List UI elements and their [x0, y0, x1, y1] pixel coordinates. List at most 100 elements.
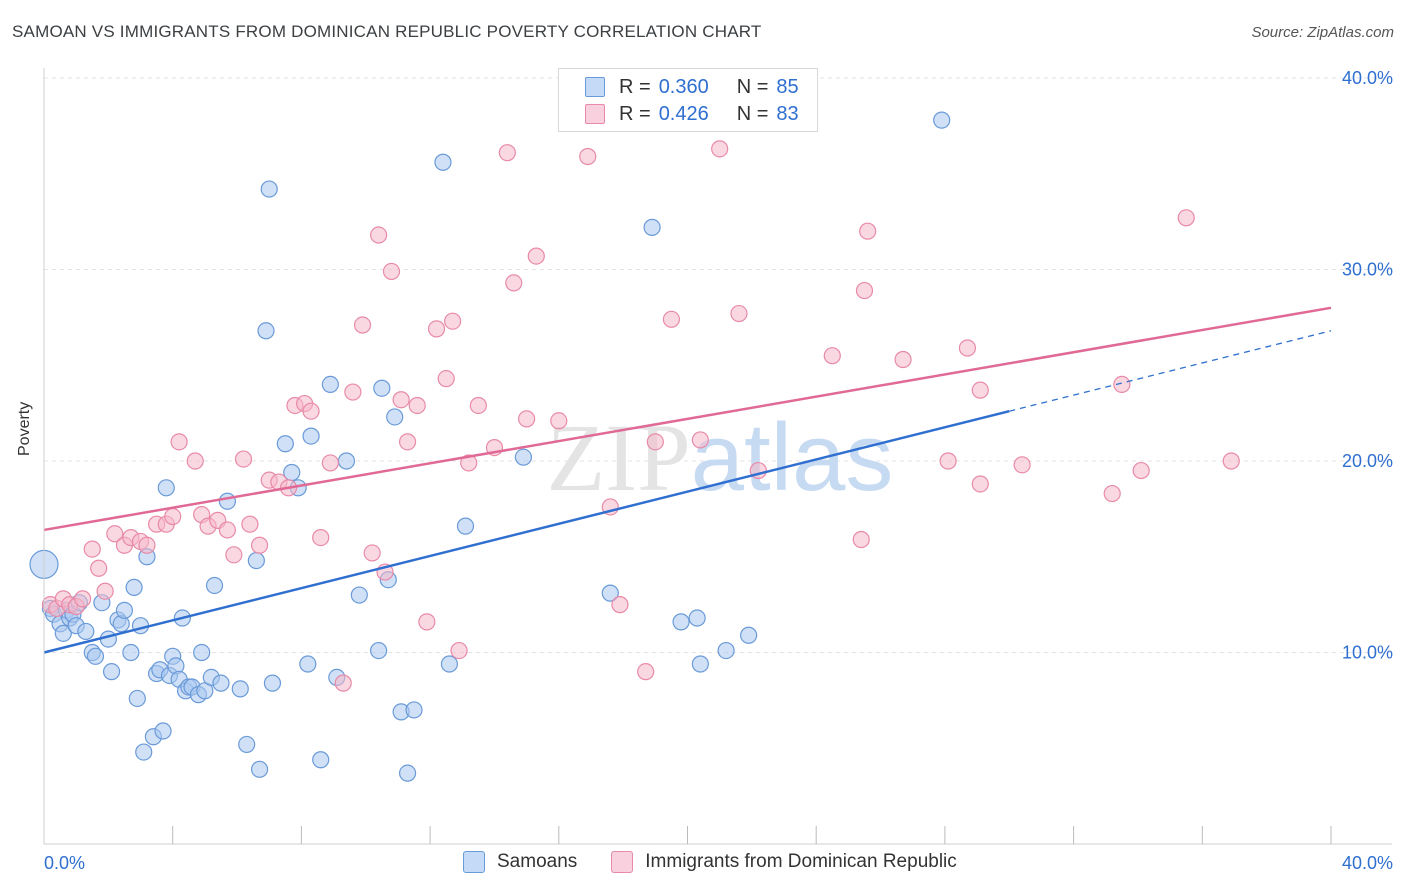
samoan-point	[370, 641, 388, 660]
samoan-point	[933, 111, 951, 129]
dominican-point	[334, 674, 352, 692]
samoan-point	[717, 641, 735, 660]
dominican-point	[83, 540, 101, 558]
dominican-point	[312, 528, 330, 547]
legend-r-value: 0.426	[658, 102, 709, 125]
watermark: ZIPatlas	[547, 404, 894, 511]
dominican-point	[344, 383, 362, 401]
dominican-point	[353, 316, 372, 334]
dominican-point	[894, 350, 912, 369]
dominican-point	[958, 339, 977, 357]
dominican-point	[1177, 209, 1195, 227]
samoan-point	[643, 218, 661, 236]
bottom-swatch-pink	[611, 851, 634, 873]
dominican-point	[1103, 484, 1121, 503]
samoan-point	[321, 375, 339, 393]
dominican-point	[971, 475, 989, 493]
legend-n-value: 85	[776, 75, 799, 98]
bottom-legend-dominican: Immigrants from Dominican Republic	[611, 851, 957, 873]
samoan-point	[386, 408, 404, 426]
samoan-point	[125, 578, 143, 596]
dominican-point	[96, 582, 114, 600]
samoan-point	[128, 689, 146, 708]
dominican-point	[138, 536, 156, 554]
dominican-point	[939, 452, 957, 470]
legend-n-label: N =	[736, 102, 769, 125]
legend-n-label: N =	[736, 75, 769, 98]
samoan-point	[231, 680, 249, 698]
x-tick-label: 40.0%	[1342, 853, 1393, 873]
samoan-point	[154, 722, 172, 740]
dominican-point	[398, 433, 417, 451]
trend-lines	[43, 306, 1332, 654]
samoan-point	[102, 663, 121, 681]
samoan-point	[218, 492, 236, 510]
samoan-point	[193, 643, 211, 662]
y-tick-label: 40.0%	[1342, 68, 1393, 88]
samoan-point	[122, 643, 140, 662]
dominican-point	[550, 412, 568, 430]
samoan-point	[257, 322, 275, 340]
dominican-point	[527, 247, 545, 265]
dominican-point	[852, 530, 870, 549]
dominican-point	[408, 396, 426, 415]
dominican-trend-line	[43, 306, 1332, 532]
dominican-point	[186, 452, 204, 470]
dominican-point	[90, 559, 108, 577]
dominican-point	[460, 454, 478, 472]
samoan-point	[740, 626, 758, 644]
axes: 10.0% 20.0% 30.0% 40.0% 0.0% 40.0%	[43, 68, 1393, 873]
source-label: Source: ZipAtlas.com	[1251, 24, 1394, 41]
legend-row-samoans: R = 0.360 N = 85	[585, 74, 799, 100]
points	[29, 111, 1240, 782]
dominican-point	[74, 590, 92, 608]
samoan-point	[263, 674, 282, 692]
samoan-point	[434, 153, 452, 171]
dominican-point	[437, 370, 455, 388]
y-tick-label: 10.0%	[1342, 643, 1393, 663]
samoan-point	[337, 452, 356, 470]
samoan-trend-line	[43, 409, 1010, 654]
chart-title: SAMOAN VS IMMIGRANTS FROM DOMINICAN REPU…	[12, 22, 762, 41]
dominican-point	[250, 536, 269, 554]
dominican-point	[225, 546, 243, 564]
samoan-point	[691, 655, 709, 673]
samoan-point	[260, 180, 278, 198]
samoan-point	[86, 647, 105, 665]
samoan-point	[398, 764, 417, 782]
samoan-point	[54, 624, 72, 642]
y-tick-label: 30.0%	[1342, 260, 1393, 280]
samoan-point	[205, 576, 224, 595]
legend-n-value: 83	[776, 102, 799, 125]
y-tick-label: 20.0%	[1342, 451, 1393, 471]
dominican-point	[106, 525, 124, 543]
samoan-point	[212, 674, 230, 692]
x-tick-label: 0.0%	[44, 853, 85, 873]
bottom-swatch-blue	[463, 851, 485, 873]
samoan-point	[77, 622, 95, 641]
dominican-point	[1013, 456, 1031, 474]
samoan-point	[115, 601, 134, 619]
dominican-point	[363, 544, 381, 562]
dominican-point	[711, 140, 729, 158]
dominican-point	[691, 431, 709, 449]
dominican-point	[321, 454, 339, 472]
samoan-point	[247, 551, 265, 570]
dominican-point	[579, 147, 597, 166]
legend-r-value: 0.360	[658, 75, 709, 98]
dominican-point	[170, 433, 188, 451]
legend-r-label: R =	[619, 102, 651, 125]
samoan-trend-extension	[1009, 330, 1332, 412]
dominican-point	[444, 312, 462, 330]
samoan-point	[405, 701, 423, 719]
bottom-legend: Samoans Immigrants from Dominican Republ…	[463, 851, 991, 873]
dominican-point	[1132, 461, 1150, 480]
dominican-point	[859, 222, 877, 240]
dominican-point	[637, 663, 655, 681]
dominican-point	[302, 402, 320, 420]
dominican-point	[164, 507, 182, 526]
samoan-point	[135, 743, 153, 761]
samoan-point	[157, 479, 175, 497]
legend-box: R = 0.360 N = 85 R = 0.426 N = 83	[558, 68, 818, 132]
